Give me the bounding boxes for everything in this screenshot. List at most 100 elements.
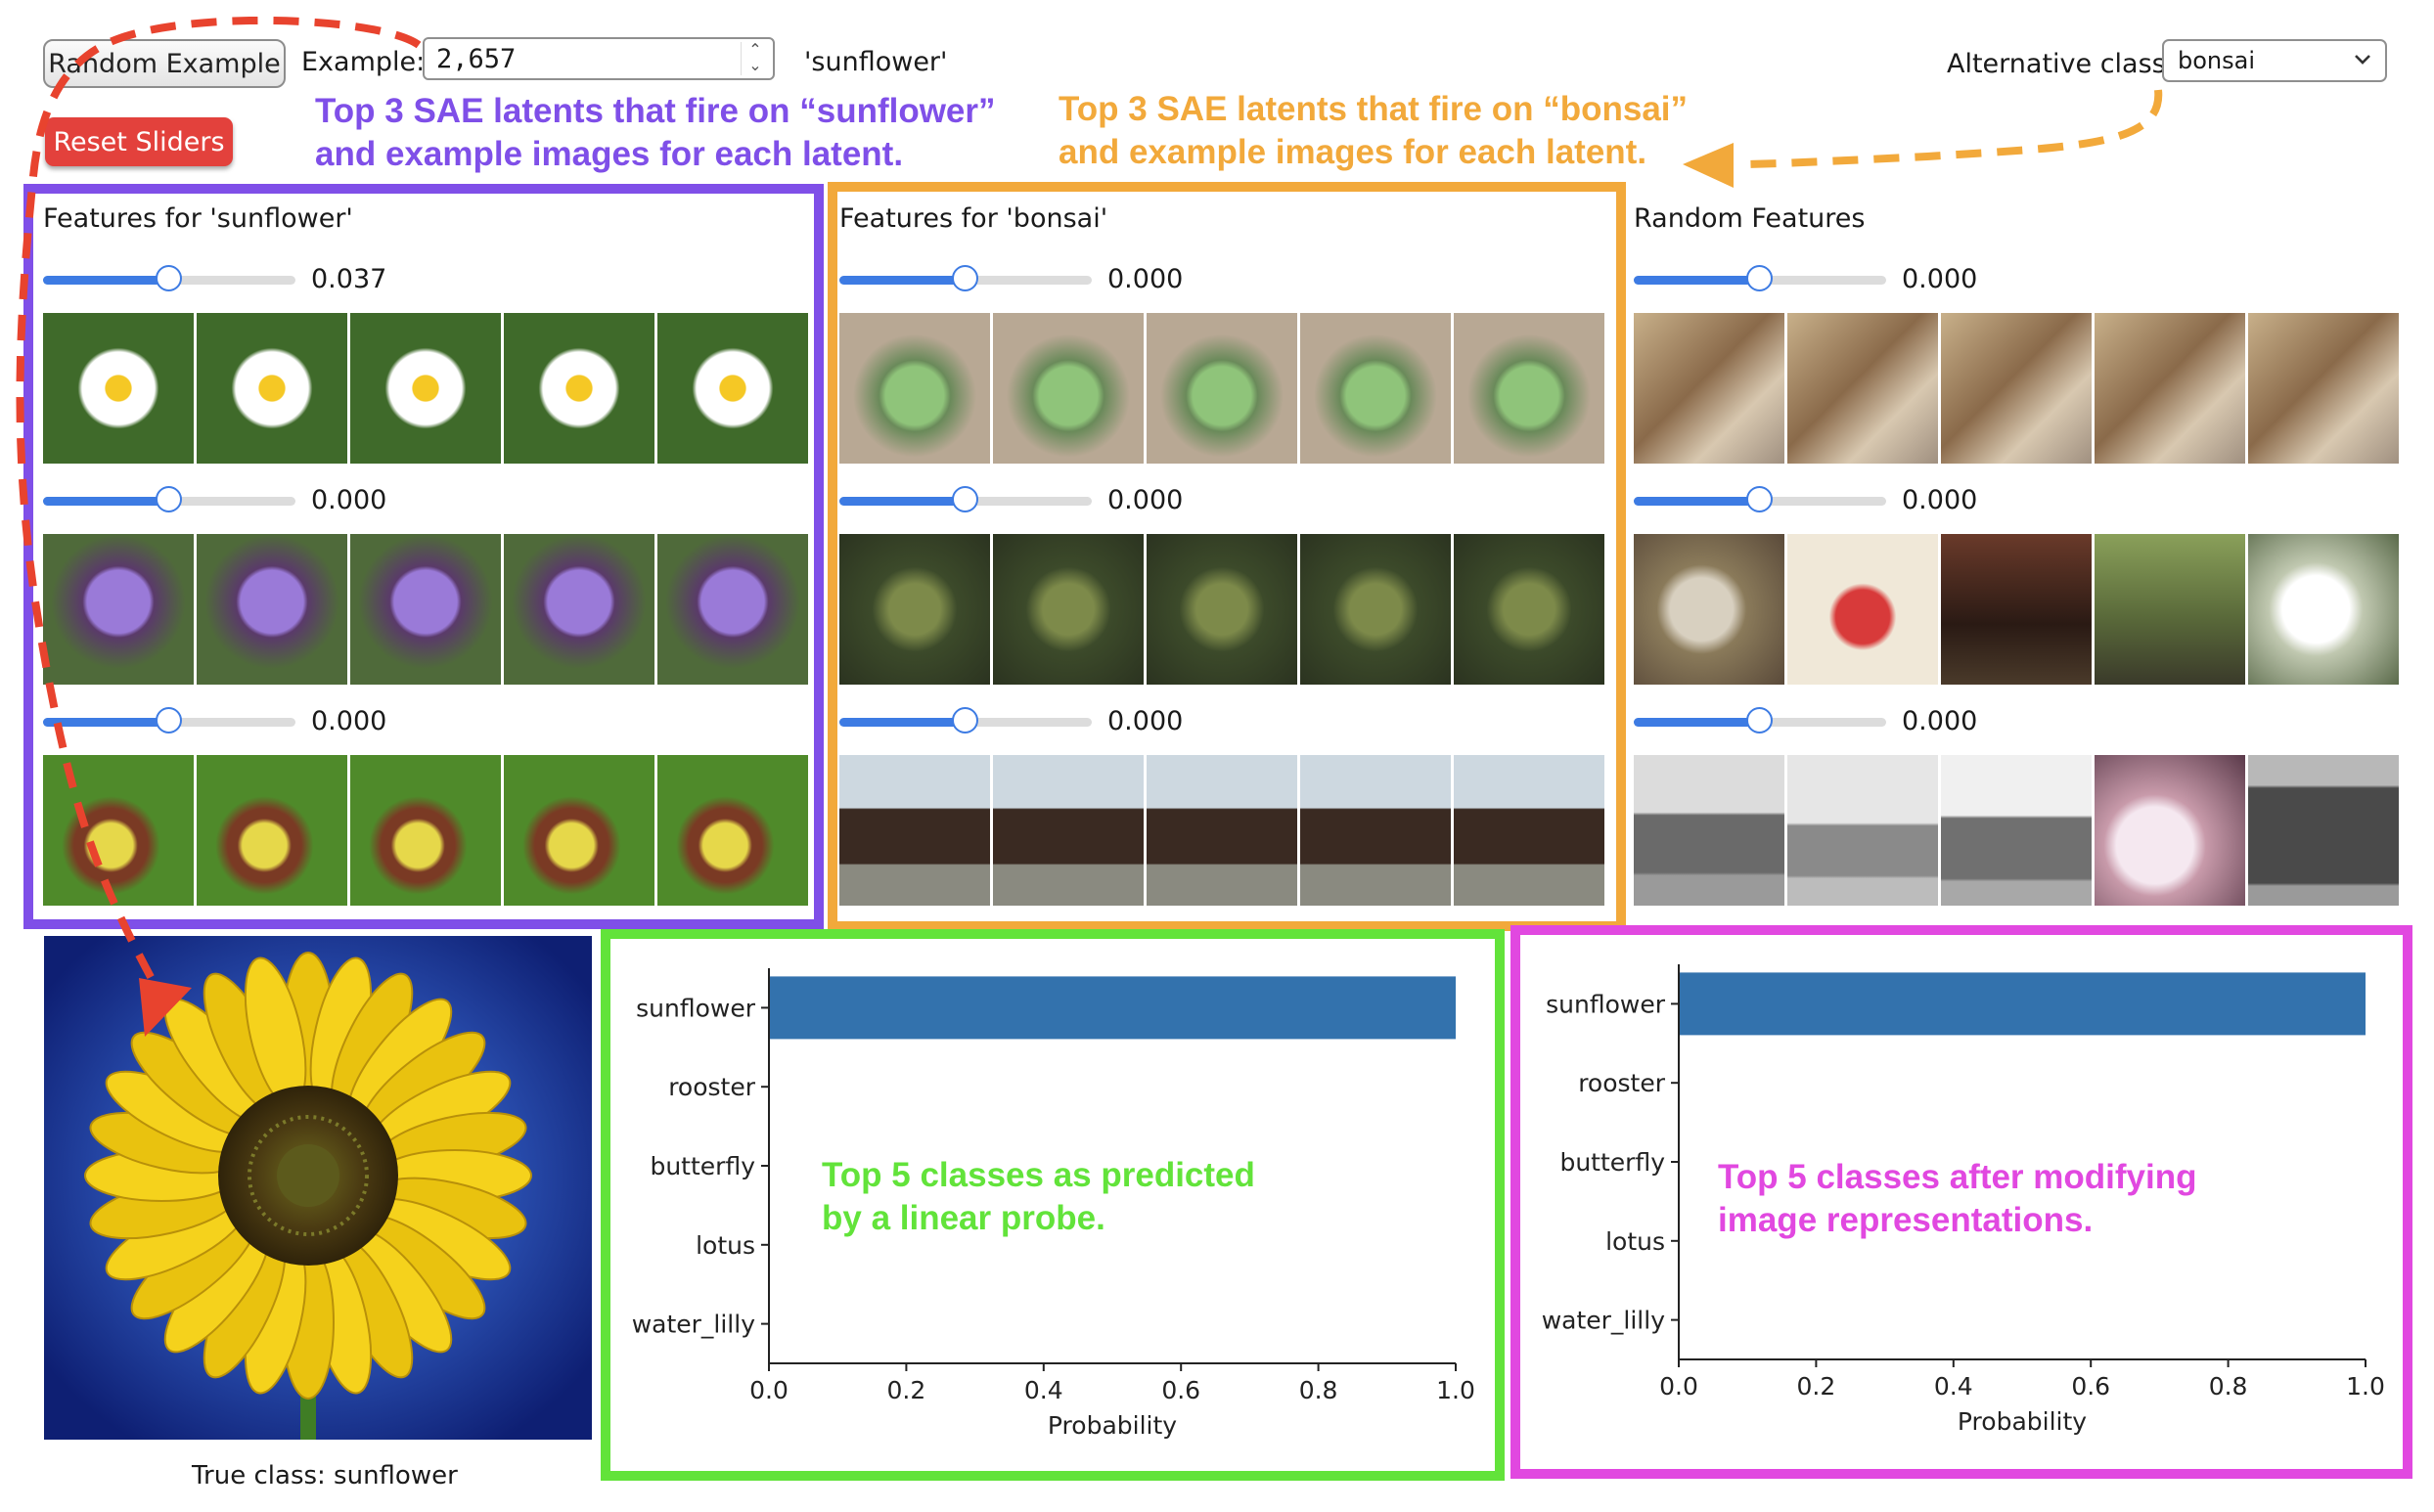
y-tick-label: water_lilly	[1542, 1307, 1666, 1335]
y-tick-label: sunflower	[636, 994, 756, 1022]
example-number-input[interactable]: 2,657 ⌃ ⌄	[423, 37, 775, 80]
foil-photo	[1634, 313, 1784, 464]
alternative-class-select[interactable]: bonsai	[2162, 39, 2387, 82]
y-tick-label: water_lilly	[632, 1311, 756, 1339]
house-photo	[1787, 755, 1938, 906]
daisy-photo	[657, 313, 808, 464]
example-images-row	[1634, 755, 2399, 906]
random-example-button[interactable]: Random Example	[43, 39, 286, 88]
alternative-class-label: Alternative class:	[1947, 49, 2175, 79]
slider-fill	[1634, 497, 1760, 506]
birds-photo	[2095, 534, 2245, 685]
y-tick-label: rooster	[1578, 1069, 1666, 1097]
slider-value: 0.000	[1107, 485, 1184, 515]
slider-value: 0.000	[1107, 264, 1184, 294]
temple-photo	[1147, 755, 1297, 906]
example-images-row	[839, 534, 1604, 685]
shop-photo	[2248, 755, 2399, 906]
x-tick-label: 0.2	[887, 1376, 926, 1404]
slider-thumb[interactable]	[1746, 265, 1773, 291]
latent-slider[interactable]	[1634, 705, 1886, 738]
stepper-arrows-icon[interactable]: ⌃ ⌄	[741, 42, 769, 75]
y-tick-label: rooster	[668, 1073, 756, 1101]
modified-prediction-frame	[1510, 925, 2412, 1479]
miniature-photo	[1300, 534, 1451, 685]
true-class-caption: True class: sunflower	[192, 1461, 458, 1490]
modified-bar-chart: sunflower rooster butterfly lotus water_lill…	[1542, 964, 2385, 1436]
thistle-photo	[504, 534, 654, 685]
chevron-down-icon	[2355, 55, 2370, 65]
sunflower-image	[44, 936, 592, 1440]
cottage-photo	[1634, 755, 1784, 906]
latent-slider[interactable]	[1634, 484, 1886, 517]
linear-probe-frame	[601, 929, 1505, 1481]
thistle-photo	[657, 534, 808, 685]
linear-probe-annotation: Top 5 classes as predicted by a linear p…	[822, 1156, 1255, 1237]
linear-probe-bar-chart: sunflower rooster butterfly lotus water_lill…	[632, 968, 1475, 1440]
slider-fill	[1634, 718, 1760, 727]
y-tick-label: lotus	[1605, 1227, 1665, 1256]
x-tick-label: 1.0	[2346, 1372, 2385, 1401]
slider-thumb[interactable]	[952, 486, 978, 512]
x-tick-label: 0.8	[1299, 1376, 1338, 1404]
slider-thumb[interactable]	[952, 265, 978, 291]
latent-slider[interactable]	[839, 705, 1092, 738]
latent-slider[interactable]	[839, 484, 1092, 517]
wedding-photo	[2095, 755, 2245, 906]
bar	[1679, 972, 2366, 1036]
bonsai-features-frame	[828, 182, 1626, 931]
temple-photo	[1454, 755, 1604, 906]
temple-photo	[1300, 755, 1451, 906]
orchid-photo	[504, 755, 654, 906]
reset-sliders-button[interactable]: Reset Sliders	[45, 117, 233, 166]
x-tick-label: 0.8	[2209, 1372, 2248, 1401]
x-tick-label: 0.4	[1934, 1372, 1973, 1401]
barn-photo	[1941, 755, 2092, 906]
succulent-photo	[1147, 313, 1297, 464]
slider-value: 0.000	[1902, 264, 1978, 294]
y-tick-label: lotus	[696, 1231, 755, 1260]
x-tick-label: 0.0	[749, 1376, 789, 1404]
x-tick-label: 0.2	[1797, 1372, 1836, 1401]
bar	[769, 976, 1456, 1040]
poodle-photo	[2248, 534, 2399, 685]
sunflower-latents-annotation: Top 3 SAE latents that fire on “sunflowe…	[315, 92, 996, 173]
example-label: Example:	[301, 47, 426, 77]
orchid-photo	[657, 755, 808, 906]
x-axis-label: Probability	[1048, 1411, 1177, 1440]
example-images-row	[839, 755, 1604, 906]
miniature-photo	[1147, 534, 1297, 685]
x-tick-label: 0.6	[2071, 1372, 2110, 1401]
foil-photo	[2248, 313, 2399, 464]
example-value: 2,657	[436, 43, 517, 74]
temple-photo	[839, 755, 990, 906]
y-tick-label: butterfly	[650, 1152, 755, 1180]
y-tick-label: butterfly	[1559, 1148, 1665, 1177]
x-axis-label: Probability	[1958, 1407, 2087, 1436]
latent-slider[interactable]	[839, 263, 1092, 296]
temple-photo	[993, 755, 1144, 906]
slider-thumb[interactable]	[1746, 707, 1773, 734]
y-tick-label: sunflower	[1546, 990, 1666, 1018]
slider-value: 0.000	[1902, 485, 1978, 515]
slider-value: 0.000	[1107, 706, 1184, 736]
foil-photo	[2095, 313, 2245, 464]
modified-annotation: Top 5 classes after modifying image repr…	[1718, 1158, 2197, 1239]
orange-dashed-arrow	[1736, 89, 2163, 168]
bonsai-latents-annotation: Top 3 SAE latents that fire on “bonsai” …	[1059, 90, 1689, 171]
example-images-row	[1634, 534, 2399, 685]
dog-photo	[1634, 534, 1784, 685]
daisy-photo	[504, 313, 654, 464]
scale-photo	[1787, 534, 1938, 685]
slider-thumb[interactable]	[1746, 486, 1773, 512]
slider-fill	[839, 276, 966, 285]
succulent-photo	[839, 313, 990, 464]
latent-slider[interactable]	[1634, 263, 1886, 296]
alternative-class-value: bonsai	[2178, 47, 2256, 74]
slider-thumb[interactable]	[952, 707, 978, 734]
slider-value: 0.000	[1902, 706, 1978, 736]
succulent-photo	[1454, 313, 1604, 464]
feature-column-title: Random Features	[1634, 203, 1866, 234]
example-images-row	[839, 313, 1604, 464]
x-tick-label: 0.4	[1024, 1376, 1063, 1404]
